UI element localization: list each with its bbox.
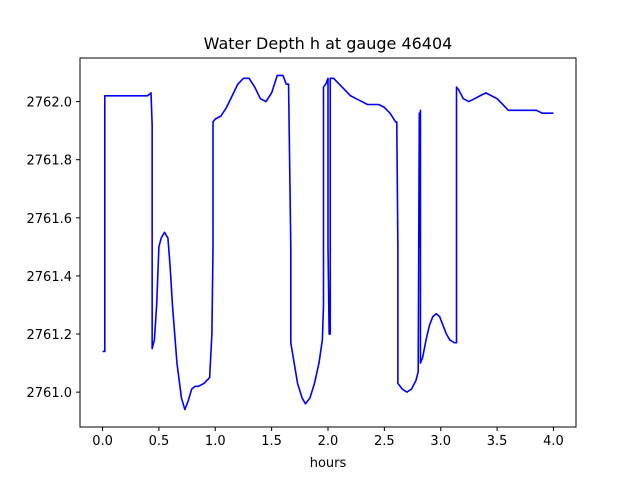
chart-title: Water Depth h at gauge 46404 [204, 34, 453, 53]
y-tick-label: 2762.0 [27, 96, 73, 111]
plot-area [102, 74, 554, 411]
y-tick-label: 2761.2 [27, 328, 73, 343]
y-axis-ticks: 2761.0 2761.2 2761.4 2761.6 2761.8 2762.0 [27, 96, 80, 401]
y-tick-label: 2761.8 [27, 154, 73, 169]
series-line-0 [102, 74, 554, 411]
x-axis-label: hours [310, 456, 347, 471]
x-tick-label: 3.0 [430, 434, 451, 449]
x-tick-label: 2.0 [318, 434, 339, 449]
x-tick-label: 2.5 [374, 434, 395, 449]
x-tick-label: 3.5 [487, 434, 508, 449]
x-tick-label: 4.0 [543, 434, 564, 449]
x-tick-label: 1.5 [261, 434, 282, 449]
x-axis-ticks: 0.0 0.5 1.0 1.5 2.0 2.5 3.0 3.5 4.0 [92, 427, 564, 449]
y-tick-label: 2761.4 [27, 270, 73, 285]
x-tick-label: 0.0 [92, 434, 113, 449]
x-tick-label: 0.5 [149, 434, 170, 449]
plot-frame [79, 57, 577, 428]
y-tick-label: 2761.0 [27, 386, 73, 401]
x-tick-label: 1.0 [205, 434, 226, 449]
y-tick-label: 2761.6 [27, 212, 73, 227]
